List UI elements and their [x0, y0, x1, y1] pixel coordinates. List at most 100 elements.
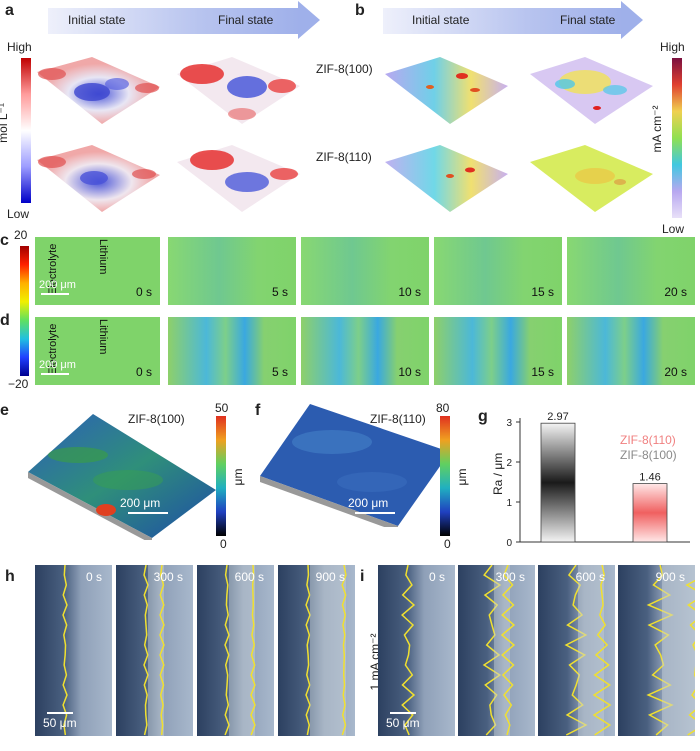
frame-time: 10 s: [398, 365, 421, 379]
frame-time: 15 s: [531, 365, 554, 379]
colorbar-b-high: High: [660, 40, 685, 54]
panel-e-scale-bar: [128, 512, 168, 514]
colorbar-b-low: Low: [662, 222, 685, 236]
panel-e-scale-label: 200 μm: [120, 496, 161, 510]
final-state-label-a: Final state: [218, 13, 274, 27]
final-state-label-b: Final state: [560, 13, 616, 27]
micrograph-time: 300 s: [495, 570, 525, 584]
deposit-region: [148, 565, 164, 736]
interface-line: [62, 565, 68, 736]
frame-time: 0 s: [135, 365, 152, 379]
interface-line: [564, 565, 588, 736]
colorbar-a: [21, 58, 31, 203]
panel-e-unit: μm: [231, 468, 245, 486]
initial-state-label-b: Initial state: [412, 13, 470, 27]
colorbar-cd-top: 20: [14, 228, 28, 242]
frames-c-frame-3: 15 s: [434, 237, 562, 305]
frames-d-frame-1: 5 s: [168, 317, 296, 385]
interface-line: [646, 565, 674, 736]
surface-e-zif8-100: [28, 414, 216, 540]
surface-a-100-initial: [37, 57, 160, 124]
panel-label-i: i: [360, 568, 365, 585]
interface-line: [500, 565, 516, 736]
bar-zif-8100: [540, 422, 576, 543]
chart-y-label: Ra / μm: [491, 453, 505, 495]
surface-b-110-final: [530, 145, 653, 212]
frames-d-frame-4: 20 s: [567, 317, 695, 385]
panel-f-cb-top: 80: [436, 401, 450, 415]
legend-zif8-110: ZIF-8(110): [620, 433, 676, 447]
interface-line: [401, 565, 416, 736]
row-label-zif8-100: ZIF-8(100): [316, 62, 373, 76]
panel-label-g: g: [478, 408, 488, 425]
surface-b-110-initial: [385, 145, 508, 212]
frames-h-micrograph-2: 600 s: [197, 565, 274, 736]
interface-line: [159, 565, 165, 736]
frames-d-frame-0: Electrolyte Lithium 200 μm 0 s: [35, 317, 160, 385]
panel-label-d: d: [0, 312, 10, 329]
frame-scale-bar: [41, 293, 69, 295]
lithium-label: Lithium: [97, 239, 109, 275]
panel-e-cb-top: 50: [215, 401, 229, 415]
frame-time: 5 s: [271, 365, 288, 379]
row-label-zif8-110: ZIF-8(110): [316, 150, 372, 164]
panel-f-scale-bar: [355, 512, 395, 514]
micro-scale-bar: [390, 712, 416, 714]
frame-scale-label: 200 μm: [39, 359, 76, 371]
interface-line: [482, 565, 502, 736]
arrow-head-a: [298, 1, 320, 39]
panel-label-e: e: [0, 402, 9, 419]
interface-line: [143, 565, 149, 736]
interface-line: [250, 565, 256, 736]
panel-f-colorbar: [440, 416, 450, 536]
y-tick-label: 1: [506, 498, 512, 509]
frames-i-micrograph-1: 300 s: [458, 565, 535, 736]
y-tick-label: 2: [506, 458, 512, 469]
frames-d-frame-3: 15 s: [434, 317, 562, 385]
deposit-region: [662, 565, 695, 736]
colorbar-cd: [20, 246, 29, 376]
micrograph-time: 600 s: [575, 570, 605, 584]
deposit-region: [310, 565, 346, 736]
progress-arrow-b: [383, 8, 623, 34]
surface-a-110-final: [177, 145, 300, 212]
micrograph-time: 0 s: [428, 570, 445, 584]
frames-c-frame-2: 10 s: [301, 237, 429, 305]
initial-state-label-a: Initial state: [68, 13, 126, 27]
surface-a-110-initial: [37, 145, 160, 212]
frame-time: 15 s: [531, 285, 554, 299]
frames-h-micrograph-0: 0 s 50 μm: [35, 565, 112, 736]
roughness-bar-chart: 0 1 2 3 2.97 1.46 Ra / μm: [491, 411, 690, 549]
colorbar-cd-bottom: −20: [8, 377, 29, 391]
interface-line: [305, 565, 311, 736]
panel-e-cb-bottom: 0: [220, 537, 227, 551]
interface-line: [224, 565, 230, 736]
panel-f-scale-label: 200 μm: [348, 496, 389, 510]
frames-c-frame-4: 20 s: [567, 237, 695, 305]
frames-d-frame-2: 10 s: [301, 317, 429, 385]
colorbar-a-unit: mol L⁻¹: [0, 103, 10, 143]
panel-f-cb-bottom: 0: [444, 537, 451, 551]
progress-arrow-a: [48, 8, 300, 34]
frame-time: 0 s: [135, 285, 152, 299]
frames-c-frame-0: Electrolyte Lithium 200 μm 0 s: [35, 237, 160, 305]
panel-label-h: h: [5, 568, 15, 585]
micrograph-time: 300 s: [153, 570, 183, 584]
panel-label-a: a: [5, 2, 14, 19]
colorbar-b-unit: mA cm⁻²: [650, 105, 664, 153]
frame-time: 5 s: [271, 285, 288, 299]
surface-f-zif8-110: [260, 404, 450, 527]
micro-scale-bar: [47, 712, 73, 714]
y-tick-label: 3: [506, 418, 512, 429]
panel-e-colorbar: [216, 416, 226, 536]
frame-scale-label: 200 μm: [39, 279, 76, 291]
panel-label-c: c: [0, 232, 9, 249]
y-tick-label: 0: [506, 538, 512, 549]
micrograph-time: 600 s: [234, 570, 264, 584]
interface-line: [341, 565, 347, 736]
frame-time: 20 s: [664, 365, 687, 379]
micrograph-time: 900 s: [655, 570, 685, 584]
frame-time: 20 s: [664, 285, 687, 299]
interface-line: [592, 565, 612, 736]
surface-b-100-initial: [385, 57, 508, 124]
